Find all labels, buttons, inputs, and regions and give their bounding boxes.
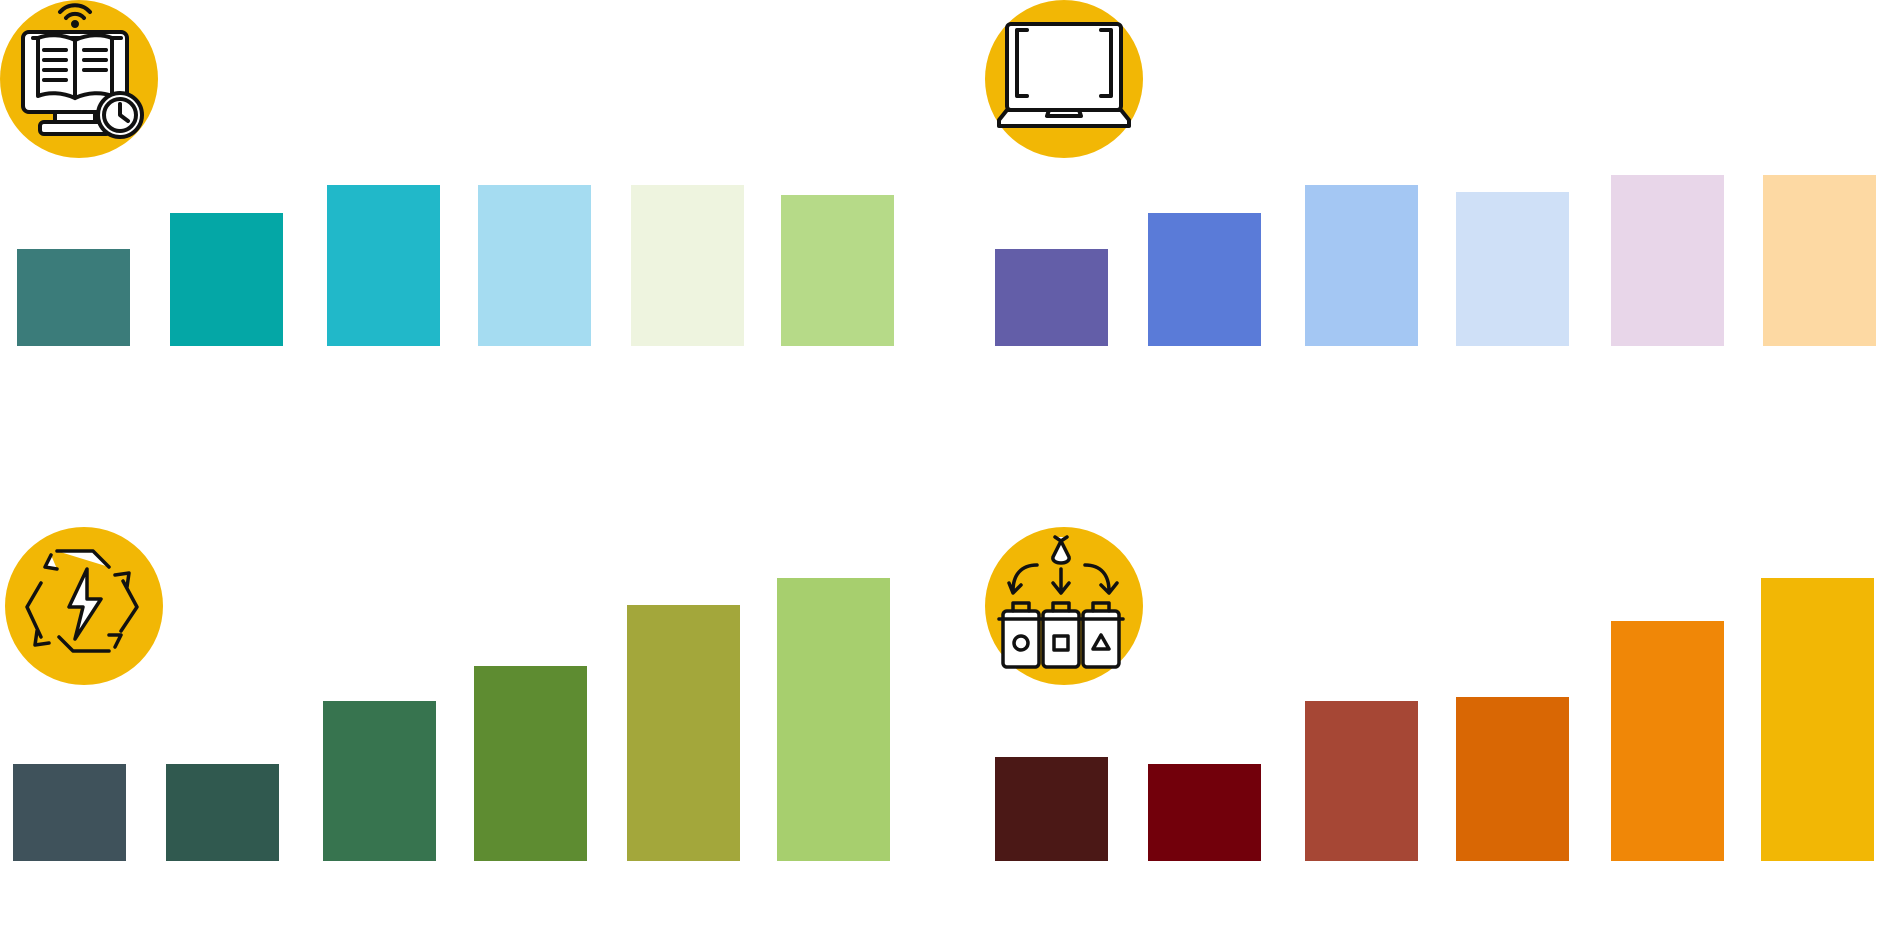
bar-chart-3 [13, 578, 890, 861]
bar-2-1 [995, 249, 1108, 346]
bar-4-5 [1611, 621, 1724, 861]
bar-2-2 [1148, 213, 1261, 346]
bar-3-1 [13, 764, 126, 861]
chart-panel-4 [985, 525, 1895, 935]
bar-4-1 [995, 757, 1108, 861]
online-book-clock-icon [0, 0, 158, 158]
bar-1-4 [478, 185, 591, 346]
bar-4-3 [1305, 701, 1418, 861]
bar-chart-4 [995, 578, 1874, 861]
bar-4-6 [1761, 578, 1874, 861]
bar-chart-2 [995, 175, 1876, 346]
bar-3-6 [777, 578, 890, 861]
waste-sorting-bins-icon [985, 527, 1143, 685]
bar-3-3 [323, 701, 436, 861]
laptop-icon [985, 0, 1143, 158]
renewable-energy-cycle-icon [5, 527, 163, 685]
chart-panel-1 [0, 0, 910, 360]
bar-3-2 [166, 764, 279, 861]
chart-panel-3 [0, 525, 910, 935]
bar-2-4 [1456, 192, 1569, 346]
bar-2-3 [1305, 185, 1418, 346]
bar-1-3 [327, 185, 440, 346]
bar-2-5 [1611, 175, 1724, 346]
bar-4-2 [1148, 764, 1261, 861]
bar-3-5 [627, 605, 740, 861]
bar-1-6 [781, 195, 894, 346]
chart-panel-2 [985, 0, 1895, 360]
bar-1-5 [631, 185, 744, 346]
bar-4-4 [1456, 697, 1569, 861]
bar-2-6 [1763, 175, 1876, 346]
bar-chart-1 [17, 185, 894, 346]
bar-1-2 [170, 213, 283, 346]
bar-3-4 [474, 666, 587, 861]
bar-1-1 [17, 249, 130, 346]
